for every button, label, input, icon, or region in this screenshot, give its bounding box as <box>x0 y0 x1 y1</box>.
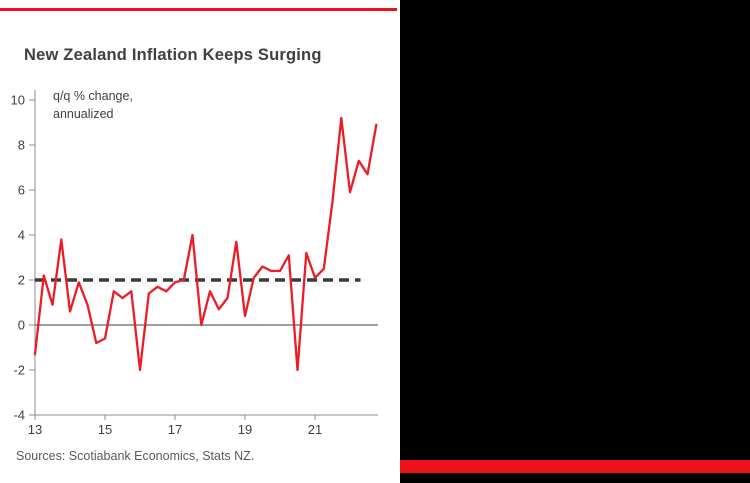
inflation-line <box>33 116 378 372</box>
x-tick-label: 19 <box>238 422 252 437</box>
y-tick-label: -2 <box>13 363 25 378</box>
axis-units-note-line2: annualized <box>53 106 114 121</box>
x-tick-label: 21 <box>308 422 322 437</box>
line-chart: 10 8 6 4 2 0 -2 -413 15 17 19 21 <box>11 90 378 437</box>
top-accent-rule <box>0 8 397 11</box>
axis-units-note: q/q % change, annualized <box>53 88 133 123</box>
y-tick-label: 10 <box>11 93 25 108</box>
y-tick-label: -4 <box>13 408 25 423</box>
y-tick-label: 4 <box>18 228 25 243</box>
sources-text: Sources: Scotiabank Economics, Stats NZ. <box>16 449 255 463</box>
y-tick-label: 8 <box>18 138 25 153</box>
chart-title: New Zealand Inflation Keeps Surging <box>24 46 322 64</box>
x-tick-label: 15 <box>98 422 112 437</box>
axis-units-note-line1: q/q % change, <box>53 89 133 103</box>
y-tick-label: 6 <box>18 183 25 198</box>
black-backdrop <box>400 0 750 483</box>
red-accent-bar <box>400 460 750 473</box>
y-tick-label: 2 <box>18 273 25 288</box>
x-tick-label: 13 <box>28 422 42 437</box>
x-tick-label: 17 <box>168 422 182 437</box>
chart-panel: New Zealand Inflation Keeps Surging 10 8 6… <box>0 0 400 483</box>
y-tick-label: 0 <box>18 318 25 333</box>
